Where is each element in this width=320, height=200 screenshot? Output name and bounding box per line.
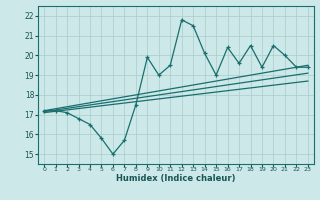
X-axis label: Humidex (Indice chaleur): Humidex (Indice chaleur) <box>116 174 236 183</box>
